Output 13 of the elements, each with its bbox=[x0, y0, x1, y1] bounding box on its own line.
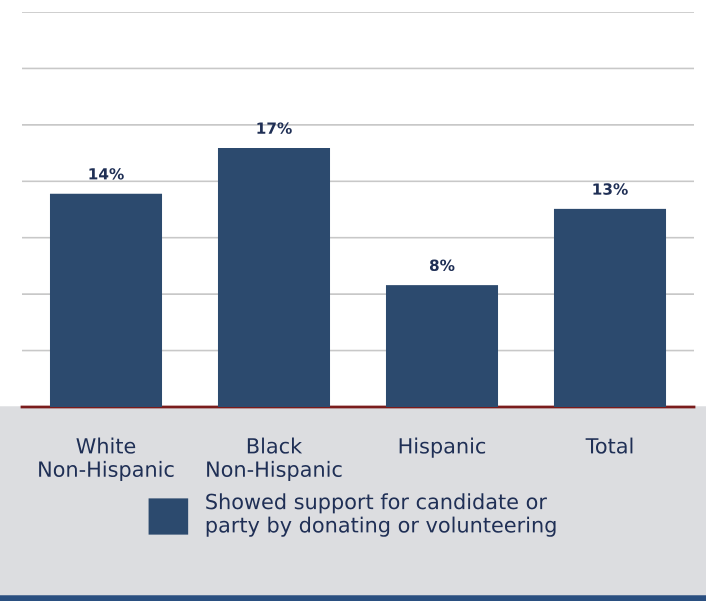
x-tick-label: Total bbox=[586, 438, 632, 454]
x-tick-label: White Non-Hispanic bbox=[39, 438, 174, 482]
data-label: 17% bbox=[257, 122, 292, 134]
legend-label: Showed support for candidate or party by donating or volunteering bbox=[206, 493, 556, 537]
data-label: 14% bbox=[89, 168, 124, 180]
x-tick-label: Hispanic bbox=[400, 438, 486, 458]
bar bbox=[218, 148, 330, 407]
bar bbox=[386, 285, 498, 407]
bar bbox=[50, 194, 162, 407]
data-label: 8% bbox=[430, 259, 454, 272]
bar bbox=[554, 208, 666, 407]
data-label: 13% bbox=[593, 183, 628, 195]
x-tick-label: Black Non-Hispanic bbox=[207, 438, 342, 482]
